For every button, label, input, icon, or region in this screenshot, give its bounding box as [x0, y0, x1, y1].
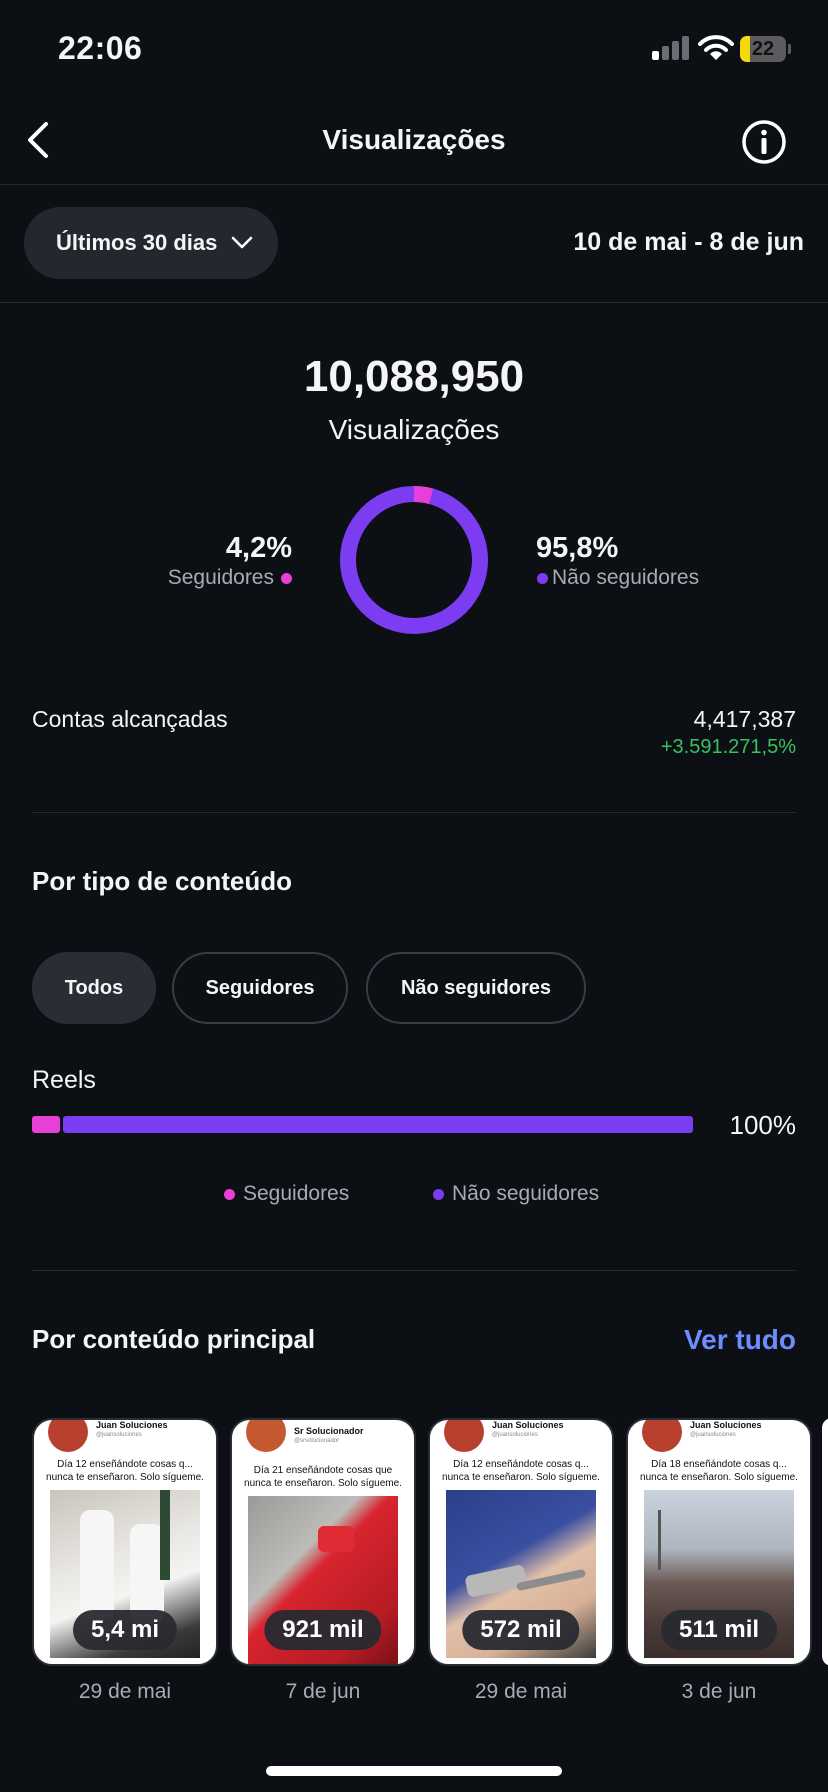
- non-followers-label: Não seguidores: [552, 566, 700, 589]
- thumb-author: Juan Soluciones: [492, 1420, 564, 1430]
- date-range-text: 10 de mai - 8 de jun: [573, 228, 804, 256]
- avatar: [48, 1420, 88, 1452]
- non-followers-dot-icon: [537, 573, 548, 584]
- top-content-card[interactable]: Juan Soluciones @juansoluciones Día 12 e…: [32, 1418, 218, 1666]
- cellular-signal-icon: [652, 36, 690, 60]
- legend-non-followers-label: Não seguidores: [452, 1182, 600, 1205]
- legend-non-followers: Não seguidores: [433, 1182, 599, 1206]
- thumb-author: Juan Soluciones: [96, 1420, 168, 1430]
- info-icon[interactable]: [740, 118, 788, 166]
- followers-percentage: 4,2%: [225, 532, 292, 564]
- accounts-reached-change: +3.591.271,5%: [660, 736, 796, 758]
- filter-chip-non-followers[interactable]: Não seguidores: [366, 952, 586, 1024]
- filter-chip-followers[interactable]: Seguidores: [172, 952, 348, 1024]
- thumb-caption: Día 21 enseñándote cosas que nunca te en…: [244, 1465, 402, 1489]
- reels-bar-non-followers: [63, 1116, 693, 1133]
- donut-non-followers-ring: [340, 486, 488, 634]
- top-content-title: Por conteúdo principal: [32, 1324, 316, 1354]
- thumb-view-count: 5,4 mi: [72, 1610, 178, 1650]
- thumb-date: 3 de jun: [681, 1680, 757, 1703]
- avatar: [246, 1420, 286, 1452]
- followers-dot-icon: [224, 1188, 235, 1200]
- thumb-handle: @juansoluciones: [492, 1432, 538, 1438]
- thumb-handle: @juansoluciones: [690, 1432, 736, 1438]
- thumb-handle: @juansoluciones: [96, 1432, 142, 1438]
- legend-followers-label: Seguidores: [243, 1182, 350, 1205]
- page-title: Visualizações: [322, 124, 506, 155]
- top-content-card[interactable]: Juan Soluciones @juansoluciones Día 18 e…: [626, 1418, 812, 1666]
- divider: [32, 812, 796, 813]
- total-views-label: Visualizações: [328, 414, 500, 445]
- thumb-view-count: 572 mil: [462, 1610, 580, 1650]
- see-all-link[interactable]: Ver tudo: [683, 1324, 796, 1355]
- total-views: 10,088,950: [303, 352, 525, 401]
- followers-label: Seguidores: [167, 566, 274, 589]
- non-followers-dot-icon: [433, 1188, 444, 1200]
- reels-percentage: 100%: [729, 1110, 797, 1140]
- avatar: [642, 1420, 682, 1452]
- reels-label: Reels: [32, 1066, 96, 1094]
- date-range-dropdown[interactable]: Últimos 30 dias: [24, 207, 278, 279]
- legend-followers: Seguidores: [224, 1182, 349, 1206]
- divider: [0, 302, 828, 303]
- battery-icon: 22: [740, 36, 791, 62]
- top-content-card-partial[interactable]: [822, 1418, 828, 1666]
- status-time: 22:06: [58, 30, 143, 66]
- accounts-reached-value: 4,417,387: [693, 706, 796, 732]
- thumb-view-count: 511 mil: [660, 1610, 778, 1650]
- content-type-title: Por tipo de conteúdo: [32, 866, 292, 896]
- thumb-date: 29 de mai: [78, 1680, 172, 1703]
- battery-level: 22: [751, 38, 775, 60]
- thumb-view-count: 921 mil: [264, 1610, 382, 1650]
- followers-donut-chart: [340, 486, 488, 634]
- top-content-card[interactable]: Sr Solucionador @srsolucionador Día 21 e…: [230, 1418, 416, 1666]
- thumb-caption: Día 18 enseñándote cosas q... nunca te e…: [640, 1459, 798, 1483]
- chevron-down-icon: [232, 236, 253, 249]
- reels-bar-followers: [32, 1116, 60, 1133]
- reels-bar: [32, 1116, 693, 1133]
- thumb-caption: Día 12 enseñándote cosas q... nunca te e…: [46, 1459, 204, 1483]
- filter-chip-all[interactable]: Todos: [32, 952, 156, 1024]
- thumb-caption: Día 12 enseñándote cosas q... nunca te e…: [442, 1459, 600, 1483]
- thumb-author: Juan Soluciones: [690, 1420, 762, 1430]
- followers-dot-icon: [281, 573, 292, 584]
- thumb-author: Sr Solucionador: [294, 1426, 364, 1436]
- thumb-date: 7 de jun: [285, 1680, 361, 1703]
- wifi-icon: [698, 35, 734, 60]
- top-content-card[interactable]: Juan Soluciones @juansoluciones Día 12 e…: [428, 1418, 614, 1666]
- chevron-left-icon[interactable]: [22, 118, 54, 162]
- date-range-dropdown-label: Últimos 30 dias: [56, 230, 218, 255]
- donut-followers-arc: [340, 486, 488, 634]
- divider: [0, 184, 828, 185]
- accounts-reached-label: Contas alcançadas: [32, 706, 228, 732]
- home-indicator[interactable]: [266, 1766, 562, 1776]
- non-followers-percentage: 95,8%: [536, 532, 619, 564]
- thumb-date: 29 de mai: [474, 1680, 568, 1703]
- avatar: [444, 1420, 484, 1452]
- divider: [32, 1270, 796, 1271]
- thumb-handle: @srsolucionador: [294, 1438, 340, 1444]
